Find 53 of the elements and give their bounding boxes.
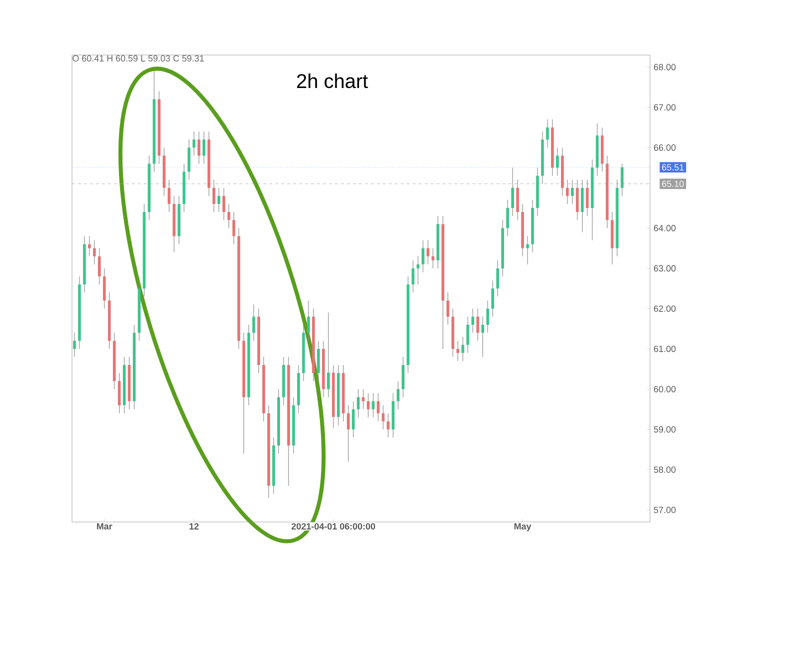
y-tick-label: 66.00 [654, 144, 676, 151]
candlestick [446, 292, 450, 326]
candlestick [366, 392, 370, 418]
candlestick [481, 316, 484, 358]
ref-line-label: 65.10 [662, 180, 684, 187]
x-tick-label: Mar [96, 523, 112, 530]
x-tick-label: May [514, 523, 532, 532]
y-tick-label: 60.00 [654, 386, 676, 392]
candlestick [356, 388, 360, 418]
candlestick [192, 131, 196, 156]
annotation: O 60.41 H 60.59 L 59.03 C 59.31 [72, 55, 204, 62]
candlestick [506, 200, 510, 236]
candlestick [168, 179, 170, 212]
candlestick [620, 163, 624, 196]
candlestick [93, 240, 96, 265]
y-tick-label: 58.00 [654, 466, 676, 473]
y-tick-label: 68.00 [654, 64, 676, 70]
candlestick [372, 392, 375, 418]
candlestick [307, 300, 310, 342]
text: 2h chart [297, 74, 368, 88]
candlestick [217, 188, 220, 212]
candlestick [566, 179, 569, 204]
candlestick [376, 392, 380, 422]
y-tick-label: 59.00 [654, 426, 676, 433]
candlestick [476, 308, 480, 342]
x-tick-label: 2021-04-01 06:00:00 [292, 523, 376, 530]
candlestick [426, 240, 430, 265]
candlestick [198, 131, 200, 164]
candlestick [327, 312, 330, 398]
candlestick [98, 248, 101, 285]
y-tick-label: 57.00 [654, 506, 676, 514]
candlestick [202, 131, 206, 164]
candlestick [386, 412, 390, 438]
candlestick [526, 236, 529, 265]
candlestick [416, 256, 420, 285]
y-tick-label: 62.00 [654, 305, 676, 312]
candlestick [412, 260, 414, 293]
candlestick [212, 179, 216, 212]
candlestick [466, 316, 470, 354]
candlestick [88, 236, 91, 257]
y-tick-label: 67.00 [654, 104, 676, 111]
candlestick [396, 380, 400, 410]
candlestick [422, 240, 424, 273]
candlestick [546, 119, 549, 148]
x-tick-label: 12 [190, 523, 199, 530]
candlestick [556, 147, 559, 176]
y-tick-label: 63.00 [654, 265, 676, 272]
ref-line-label: 65.51 [662, 164, 684, 170]
candlestick [252, 304, 256, 342]
candlestick [511, 167, 514, 216]
candlestick [432, 248, 434, 269]
y-tick-label: 61.00 [654, 346, 676, 352]
y-tick-label: 64.00 [654, 224, 676, 232]
